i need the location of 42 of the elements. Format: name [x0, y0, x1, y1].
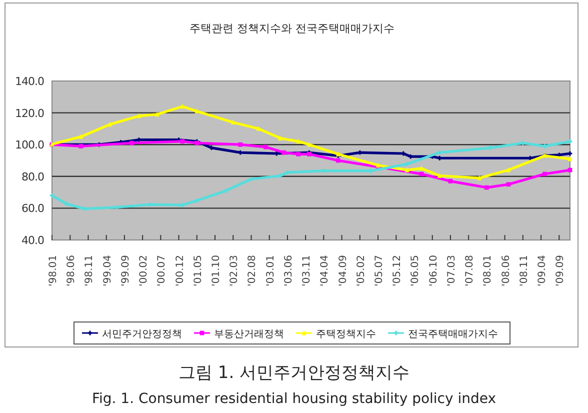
caption: 그림 1. 서민주거안정정책지수 [178, 363, 410, 383]
x-tick-label: '98.01 [48, 255, 59, 286]
y-tick-label: 100.0 [15, 138, 44, 152]
y-tick-label: 40.0 [22, 234, 44, 247]
x-tick-label: '05.02 [356, 255, 367, 286]
x-tick-label: '05.07 [374, 255, 386, 286]
x-tick-label: '08.06 [500, 255, 512, 286]
x-tick-label: '99.04 [102, 255, 114, 286]
x-tick-label: '00.02 [138, 255, 150, 286]
y-tick-label: 60.0 [22, 202, 44, 216]
legend-label: 주택정책지수 [316, 329, 376, 340]
x-tick-label: '07.03 [446, 255, 458, 286]
x-tick-label: '04.04 [320, 255, 331, 286]
chart-title: 주택관련 정책지수와 전국주택매매가지수 [190, 22, 394, 35]
legend-label: 서민주거안정정책 [102, 329, 182, 340]
x-tick-label: '08.11 [518, 255, 530, 286]
x-tick-label: '00.12 [174, 255, 186, 286]
caption: Fig. 1. Consumer residential housing stability policy index [92, 391, 496, 407]
x-tick-label: '01.05 [192, 255, 204, 286]
x-tick-label: '00.07 [156, 255, 168, 286]
x-tick-label: '09.09 [555, 255, 566, 286]
x-tick-label: '99.09 [120, 255, 132, 286]
x-tick-label: '04.09 [338, 255, 349, 286]
x-tick-label: '02.08 [247, 255, 258, 286]
x-tick-label: '09.04 [537, 255, 548, 286]
x-tick-label: '98.11 [84, 255, 96, 286]
x-tick-label: '02.03 [229, 255, 240, 286]
legend-label: 전국주택매매가지수 [408, 329, 498, 340]
x-tick-label: '03.01 [265, 255, 276, 286]
x-tick-label: '06.10 [428, 255, 440, 286]
x-tick-label: '05.12 [392, 255, 404, 286]
x-tick-label: '01.10 [211, 255, 222, 286]
x-tick-label: '08.01 [482, 255, 494, 286]
legend-label: 부동산거래정책 [214, 329, 284, 340]
x-tick-label: '98.06 [66, 255, 78, 286]
x-tick-label: '03.06 [283, 255, 294, 286]
x-tick-label: '07.08 [464, 255, 476, 286]
y-tick-label: 140.0 [15, 75, 44, 88]
x-tick-label: '03.11 [302, 255, 313, 286]
x-tick-label: '06.05 [410, 255, 422, 286]
y-tick-label: 80.0 [22, 170, 44, 184]
y-tick-label: 120.0 [15, 106, 44, 120]
